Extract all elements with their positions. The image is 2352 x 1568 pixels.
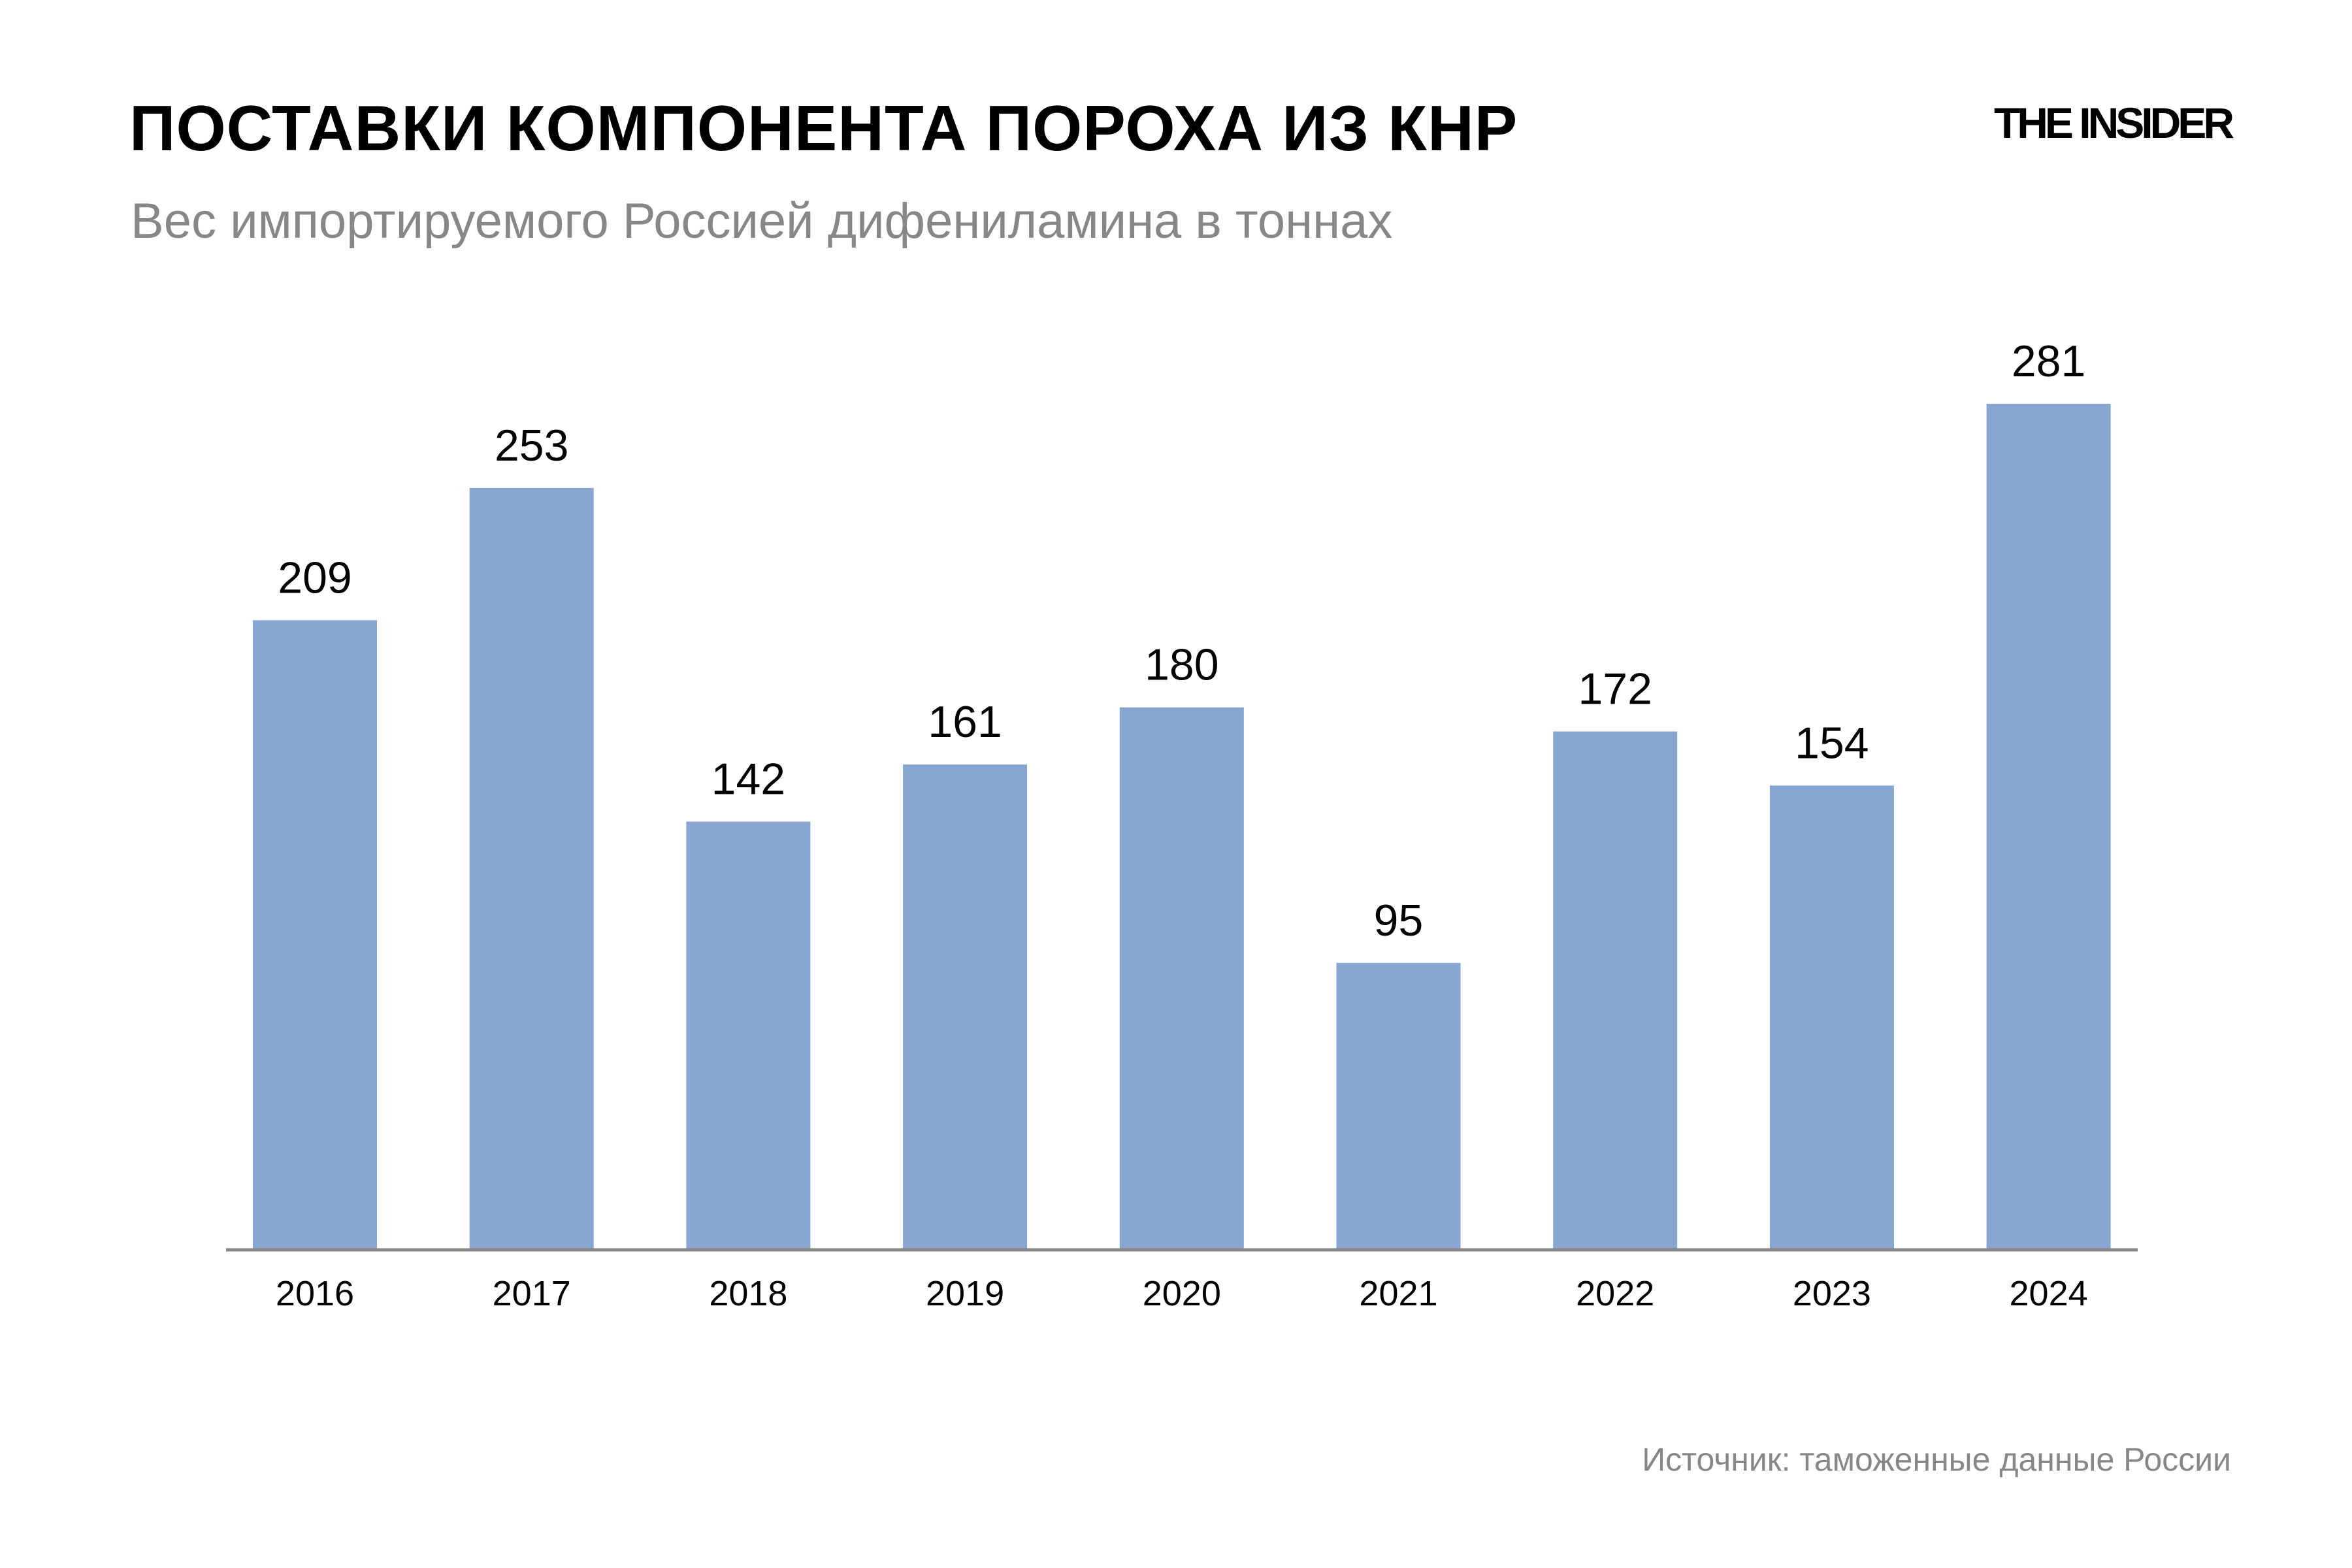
x-tick-label: 2020	[1143, 1274, 1221, 1313]
source-note: Источник: таможенные данные России	[1642, 1441, 2231, 1478]
chart-title: ПОСТАВКИ КОМПОНЕНТА ПОРОХА ИЗ КНР	[129, 92, 1518, 164]
bar-2016	[253, 620, 377, 1249]
value-label-2023: 154	[1795, 718, 1869, 768]
bar-2022	[1553, 731, 1678, 1249]
bar-2017	[469, 487, 594, 1249]
x-tick-label: 2022	[1576, 1274, 1654, 1313]
x-tick-label: 2024	[2010, 1274, 2088, 1313]
bar-2023	[1769, 785, 1894, 1249]
x-tick-label: 2016	[276, 1274, 354, 1313]
bar-2021	[1336, 962, 1461, 1249]
x-tick-label: 2018	[709, 1274, 787, 1313]
x-tick-label: 2017	[493, 1274, 571, 1313]
publisher-logo: THE INSIDER	[1993, 99, 2234, 147]
x-tick-label: 2019	[926, 1274, 1004, 1313]
bar-2018	[686, 821, 811, 1249]
value-label-2022: 172	[1578, 664, 1652, 714]
value-label-2019: 161	[928, 697, 1002, 747]
x-tick-label: 2023	[1793, 1274, 1871, 1313]
value-label-2016: 209	[278, 553, 351, 602]
bar-2020	[1119, 707, 1244, 1249]
value-label-2018: 142	[711, 755, 785, 804]
chart-subtitle: Вес импортируемого Россией дифениламина …	[131, 193, 1393, 249]
value-label-2017: 253	[495, 421, 568, 470]
x-tick-label: 2021	[1359, 1274, 1437, 1313]
bar-2024	[1986, 404, 2111, 1249]
value-label-2021: 95	[1374, 896, 1424, 945]
bar-2019	[903, 764, 1028, 1249]
value-label-2024: 281	[2012, 336, 2085, 386]
value-label-2020: 180	[1145, 640, 1218, 690]
